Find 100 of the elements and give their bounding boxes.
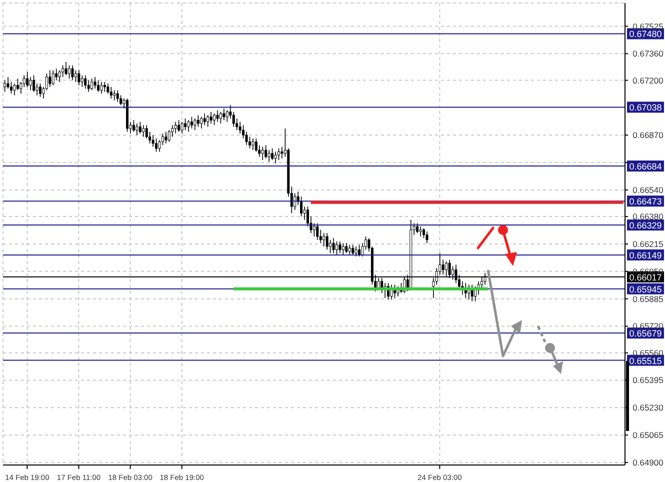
candlestick — [354, 246, 358, 257]
candlestick — [358, 244, 361, 257]
candlestick — [213, 113, 216, 126]
candlestick — [264, 144, 268, 159]
candlestick — [29, 76, 32, 91]
candlestick — [116, 90, 119, 102]
ref-line-label: 0.66329 — [629, 220, 662, 231]
candlestick — [97, 80, 100, 92]
candlestick — [345, 242, 348, 254]
candlestick — [252, 138, 254, 150]
candlestick — [110, 86, 112, 99]
candlestick — [39, 83, 42, 98]
candlestick — [280, 146, 284, 159]
candlestick — [261, 146, 264, 160]
ref-line-label: 0.67480 — [629, 29, 662, 40]
candlestick — [136, 123, 138, 136]
ref-line-label: 0.66684 — [629, 162, 662, 172]
candlestick — [294, 192, 296, 210]
candlestick — [187, 120, 190, 132]
candlestick — [178, 120, 180, 132]
candlestick — [268, 150, 270, 162]
candlestick — [90, 78, 94, 91]
candlestick — [316, 222, 319, 240]
candlestick — [338, 241, 342, 254]
y-tick-label: 0.64900 — [632, 458, 664, 468]
candlestick — [74, 70, 77, 82]
candlestick — [419, 226, 422, 237]
y-tick-label: 0.65230 — [632, 402, 664, 413]
candlestick — [416, 222, 419, 234]
candlestick — [155, 138, 158, 152]
candlestick — [58, 70, 61, 82]
candlestick — [206, 114, 210, 128]
y-tick-label: 0.66380 — [632, 212, 664, 222]
candlestick — [78, 70, 80, 86]
y-tick-label: 0.66870 — [632, 130, 664, 140]
candlestick — [271, 148, 274, 160]
candlestick — [203, 113, 206, 126]
y-tick-label: 0.66540 — [632, 184, 664, 195]
candlestick — [348, 244, 351, 256]
ref-line-label: 0.65945 — [629, 284, 662, 294]
candlestick — [312, 222, 316, 237]
candlestick — [442, 259, 444, 276]
candlestick — [87, 80, 90, 92]
candlestick — [200, 116, 203, 129]
candlestick — [152, 134, 154, 148]
candlestick — [196, 114, 200, 128]
ref-line-label: 0.66149 — [629, 250, 662, 260]
candlestick — [48, 70, 52, 88]
candlestick — [342, 242, 344, 256]
candlestick — [274, 151, 277, 164]
y-tick-label: 0.67360 — [632, 48, 664, 59]
candlestick — [352, 244, 354, 256]
y-tick-label: 0.67200 — [632, 75, 664, 86]
candlestick — [277, 148, 280, 160]
candlestick — [222, 108, 226, 121]
candlestick — [190, 116, 193, 129]
candlestick — [216, 110, 219, 122]
candlestick — [219, 111, 222, 124]
candlestick — [138, 121, 142, 134]
candlestick — [194, 118, 196, 131]
ref-line-label: 0.65679 — [629, 328, 662, 339]
candlestick — [184, 118, 187, 131]
candlestick — [164, 131, 168, 144]
candlestick — [26, 72, 29, 88]
candlestick — [80, 74, 84, 88]
candlestick — [52, 70, 54, 86]
candlestick — [174, 121, 177, 134]
candlestick — [426, 231, 428, 244]
candlestick — [113, 90, 116, 101]
candlestick — [84, 74, 87, 89]
y-tick-label: 0.65395 — [632, 375, 664, 386]
candlestick — [64, 62, 68, 76]
candlestick — [103, 82, 106, 92]
candlestick — [142, 124, 145, 138]
candlestick — [36, 83, 38, 96]
candlestick — [180, 121, 184, 134]
candlestick — [422, 228, 426, 239]
y-tick-label: 0.65065 — [632, 430, 664, 440]
candlestick — [68, 64, 71, 80]
candlestick — [71, 64, 74, 81]
candlestick — [248, 136, 251, 149]
candlestick — [210, 111, 212, 124]
candlestick — [329, 239, 332, 254]
candlestick — [254, 138, 258, 152]
candlestick — [16, 78, 19, 91]
candlestick — [336, 241, 338, 256]
candlestick — [100, 82, 103, 94]
candlestick — [132, 120, 135, 132]
ref-line-label: 0.67038 — [629, 102, 662, 113]
candlestick — [55, 68, 58, 81]
ref-line-label: 0.66473 — [629, 196, 662, 207]
y-tick-label: 0.65885 — [632, 294, 664, 304]
candlestick — [32, 74, 36, 92]
candlestick — [326, 232, 328, 250]
candlestick — [4, 80, 6, 92]
candlestick — [94, 76, 96, 89]
candlestick — [322, 232, 326, 247]
ref-line-label: 0.65515 — [629, 356, 662, 366]
candlestick — [332, 238, 335, 254]
y-tick-label: 0.66215 — [632, 238, 664, 249]
